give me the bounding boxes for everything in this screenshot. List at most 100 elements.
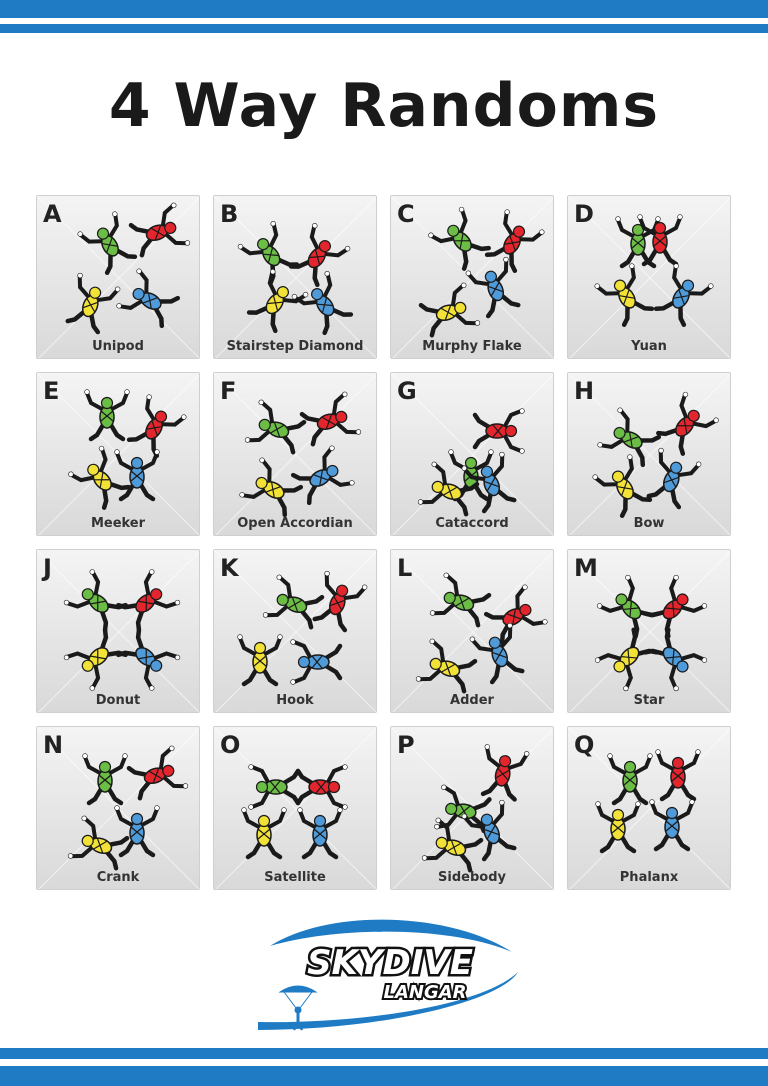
- guide-lines: [391, 550, 553, 712]
- formation-letter: M: [574, 554, 598, 582]
- formation-card: L Adder: [390, 549, 554, 713]
- formation-name: Murphy Flake: [422, 339, 522, 354]
- formation-diagram: [37, 373, 199, 535]
- formation-diagram: [568, 373, 730, 535]
- jumper-figure: [646, 447, 702, 510]
- jumper-figure: [63, 569, 128, 632]
- formation-card: N Crank: [36, 726, 200, 890]
- jumper-figure: [415, 638, 478, 694]
- formation-letter: P: [397, 731, 415, 759]
- logo-text-skydive: SKYDIVE: [307, 943, 473, 983]
- jumper-figure: [290, 445, 355, 506]
- jumper-figure: [299, 391, 362, 447]
- jumper-figure: [126, 745, 189, 801]
- jumper-figure: [65, 272, 121, 335]
- guide-lines: [37, 550, 199, 712]
- jumper-figure: [116, 569, 181, 632]
- jumper-figure: [596, 574, 661, 639]
- jumper-figure: [643, 627, 708, 692]
- formation-letter: Q: [574, 731, 595, 759]
- jumper-figure: [291, 270, 354, 336]
- jumper-figure: [417, 461, 480, 517]
- jumper-figure: [649, 799, 695, 852]
- skydive-langar-logo: SKYDIVE LANGAR: [258, 919, 518, 1031]
- formation-diagram: [37, 550, 199, 712]
- guide-lines: [214, 196, 376, 358]
- formation-name: Adder: [450, 693, 494, 708]
- jumper-figure: [84, 389, 130, 442]
- formation-letter: B: [220, 200, 239, 228]
- formation-card: Q Phalanx: [567, 726, 731, 890]
- formation-diagram: [568, 550, 730, 712]
- guide-lines: [568, 196, 730, 358]
- jumper-figure: [483, 584, 548, 645]
- jumper-figure: [239, 457, 304, 518]
- logo-swoosh-bottom: [258, 972, 518, 1030]
- formation-card: M Star: [567, 549, 731, 713]
- jumper-figure: [246, 268, 309, 334]
- bottom-stripe-thin: [0, 1048, 768, 1059]
- jumper-figure: [63, 628, 128, 691]
- guide-lines: [568, 550, 730, 712]
- guide-lines: [391, 373, 553, 535]
- jumper-figure: [262, 574, 325, 630]
- jumper-figure: [592, 454, 653, 519]
- jumper-figure: [656, 391, 719, 456]
- jumper-figure: [637, 214, 683, 267]
- formation-name: Cataccord: [435, 516, 509, 531]
- formation-card: H Bow: [567, 372, 731, 536]
- formation-grid: A Unipod B Stairstep Diamond C Murphy Flake D Y…: [36, 195, 731, 890]
- formation-letter: C: [397, 200, 415, 228]
- formation-diagram: [568, 727, 730, 889]
- jumper-figure: [418, 282, 481, 338]
- logo-text-langar: LANGAR: [383, 982, 466, 1003]
- formation-diagram: [214, 196, 376, 358]
- jumper-figure: [290, 639, 343, 685]
- jumper-figure: [237, 634, 283, 687]
- guide-lines: [568, 373, 730, 535]
- guide-lines: [568, 727, 730, 889]
- jumper-figure: [594, 263, 655, 328]
- formation-name: Phalanx: [619, 870, 679, 885]
- formation-letter: A: [43, 200, 62, 228]
- formation-name: Star: [633, 693, 665, 708]
- jumper-figure: [288, 222, 351, 288]
- jumper-figure: [114, 449, 160, 502]
- jumper-figure: [312, 570, 368, 633]
- formation-name: Crank: [96, 870, 140, 885]
- formation-letter: L: [397, 554, 413, 582]
- formation-letter: K: [220, 554, 239, 582]
- formation-card: D Yuan: [567, 195, 731, 359]
- guide-lines: [214, 727, 376, 889]
- formation-letter: N: [43, 731, 64, 759]
- formation-card: C Murphy Flake: [390, 195, 554, 359]
- formation-letter: E: [43, 377, 60, 405]
- formation-card: F Open Accordian: [213, 372, 377, 536]
- guide-lines: [214, 373, 376, 535]
- jumper-figure: [484, 209, 545, 274]
- jumper-figure: [128, 202, 191, 258]
- formation-card: E Meeker: [36, 372, 200, 536]
- jumper-figure: [461, 451, 517, 514]
- jumper-figure: [82, 753, 128, 806]
- jumper-figure: [607, 753, 653, 806]
- jumper-figure: [461, 799, 517, 862]
- formation-name: Sidebody: [438, 870, 506, 885]
- formation-card: P Sidebody: [390, 726, 554, 890]
- jumper-figure: [68, 445, 131, 510]
- formation-name: Satellite: [264, 870, 326, 885]
- formation-letter: D: [574, 200, 594, 228]
- jumper-figure: [597, 407, 662, 468]
- formation-diagram: [37, 196, 199, 358]
- formation-diagram: [214, 373, 376, 535]
- jumper-figure: [116, 268, 181, 329]
- formation-card: K Hook: [213, 549, 377, 713]
- page-title: 4 Way Randoms: [108, 71, 660, 141]
- formation-diagram: [214, 727, 376, 889]
- formation-name: Meeker: [90, 516, 146, 531]
- jumper-figure: [472, 408, 525, 454]
- formation-diagram: [391, 550, 553, 712]
- formation-card: O Satellite: [213, 726, 377, 890]
- formation-diagram: [391, 373, 553, 535]
- jumper-figure: [248, 764, 301, 810]
